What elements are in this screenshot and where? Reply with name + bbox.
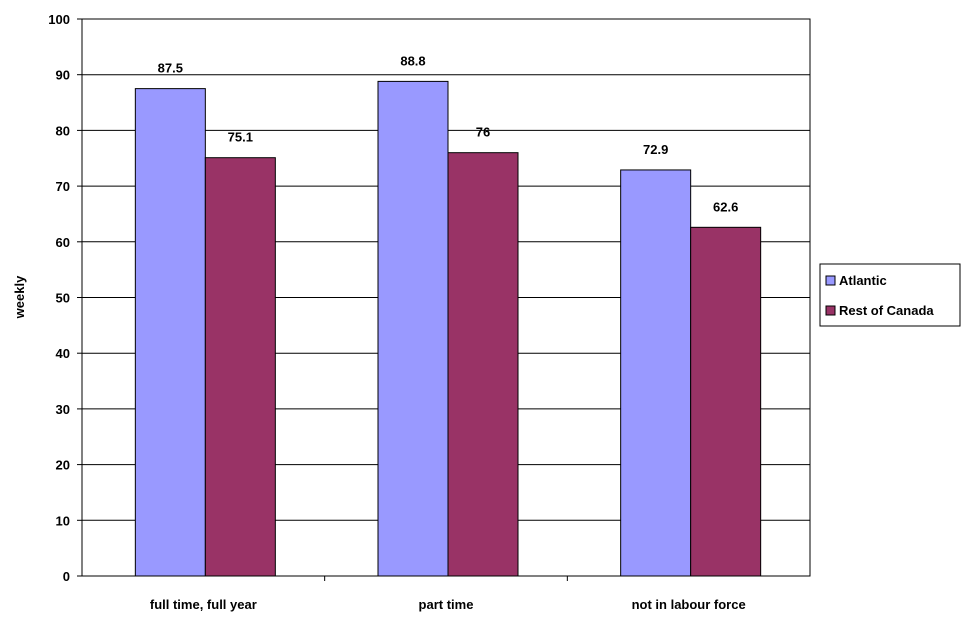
x-tick-labels: full time, full year part time not in labo… — [150, 597, 746, 612]
data-label: 76 — [476, 125, 490, 140]
legend-box — [819, 263, 961, 327]
bar-rest-of-canada — [447, 152, 519, 577]
y-tick-label: 20 — [56, 458, 70, 473]
y-tick-label: 0 — [63, 569, 70, 584]
data-label: 87.5 — [158, 61, 183, 76]
y-tick-label: 50 — [56, 291, 70, 306]
legend-swatch — [825, 305, 836, 316]
y-tick-label: 80 — [56, 123, 70, 138]
data-labels: 87.5 75.1 88.8 76 72.9 62.6 — [158, 53, 739, 214]
legend-swatch — [825, 275, 836, 286]
y-tick-label: 10 — [56, 513, 70, 528]
y-tick-label: 40 — [56, 346, 70, 361]
bar-atlantic — [377, 80, 449, 577]
y-tick-label: 30 — [56, 402, 70, 417]
axes — [81, 18, 811, 581]
bar-rest-of-canada — [204, 157, 276, 577]
x-tick-label: part time — [419, 597, 474, 612]
data-label: 62.6 — [713, 199, 738, 214]
data-label: 88.8 — [400, 53, 425, 68]
y-tick-label: 100 — [48, 12, 70, 27]
legend-label: Rest of Canada — [839, 303, 934, 318]
data-label: 75.1 — [228, 130, 253, 145]
y-tick-label: 60 — [56, 235, 70, 250]
legend: Atlantic Rest of Canada — [819, 263, 961, 327]
legend-label: Atlantic — [839, 273, 887, 288]
y-axis-title: weekly — [12, 275, 27, 319]
bar-atlantic — [134, 88, 206, 577]
y-tick-labels: 0 10 20 30 40 50 60 70 80 90 100 — [48, 12, 70, 584]
x-tick-label: full time, full year — [150, 597, 257, 612]
y-tick-label: 70 — [56, 179, 70, 194]
data-label: 72.9 — [643, 142, 668, 157]
bar-atlantic — [620, 169, 692, 577]
plot-frame — [81, 18, 811, 577]
bars — [134, 80, 762, 577]
x-tick-label: not in labour force — [632, 597, 746, 612]
y-tick-label: 90 — [56, 68, 70, 83]
bar-rest-of-canada — [690, 226, 762, 577]
